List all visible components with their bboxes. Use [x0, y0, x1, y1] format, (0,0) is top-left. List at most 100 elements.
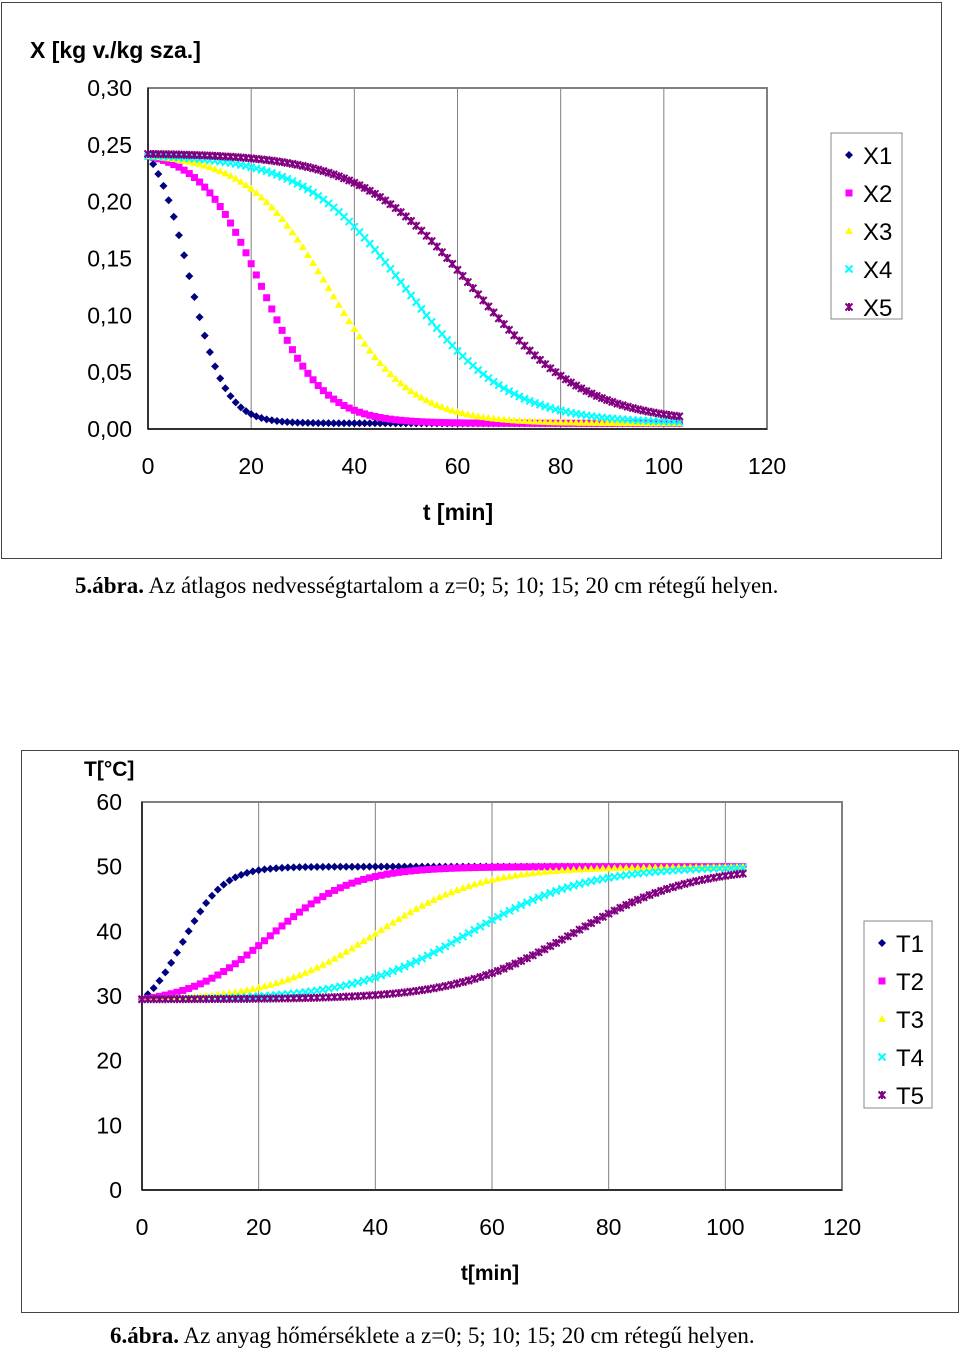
point-X5: [344, 176, 354, 185]
temperature-chart: 0 20 40 60 80 100 120 0 10 20 30 40 50 60 T[°C] t[min] T…: [84, 758, 933, 1285]
point-X2: [221, 210, 229, 218]
point-T1: [383, 862, 391, 871]
point-T5: [417, 985, 427, 995]
point-T5: [470, 974, 479, 984]
point-T5: [604, 909, 613, 918]
legend-marker-X5: [844, 302, 854, 312]
x-tick-label: 0: [136, 1214, 149, 1240]
point-T5: [738, 869, 748, 878]
point-T1: [213, 885, 222, 894]
point-X3: [618, 419, 627, 427]
point-X2: [371, 412, 379, 420]
point-X3: [458, 409, 467, 417]
point-X3: [438, 403, 447, 411]
x-tick-label: 80: [596, 1214, 622, 1240]
point-T2: [185, 984, 193, 992]
point-T2: [360, 875, 368, 883]
point-X1: [164, 196, 173, 205]
point-T3: [540, 867, 549, 875]
point-X3: [463, 410, 472, 418]
point-X4: [406, 291, 416, 300]
point-T3: [604, 864, 613, 872]
point-T5: [452, 979, 462, 988]
point-T5: [592, 915, 602, 925]
point-X3: [278, 215, 287, 223]
point-T3: [476, 878, 485, 886]
point-T2: [436, 865, 443, 873]
point-X2: [263, 294, 271, 302]
point-X4: [272, 170, 282, 180]
legend-marker-T3: [878, 1015, 886, 1022]
legend-marker-X3: [845, 227, 853, 234]
y-tick-label: 60: [96, 789, 122, 815]
caption-figure-6: 6.ábra. Az anyag hőmérséklete a z=0; 5; …: [110, 1323, 755, 1349]
point-X1: [169, 212, 178, 221]
point-T2: [511, 863, 519, 871]
point-T3: [598, 864, 607, 872]
point-X2: [366, 411, 374, 419]
point-X2: [283, 336, 291, 344]
point-T1: [283, 863, 292, 872]
point-T4: [394, 964, 403, 974]
legend-label: T5: [896, 1083, 924, 1110]
point-X2: [304, 369, 312, 377]
point-X2: [252, 271, 260, 279]
point-T1: [301, 863, 310, 872]
point-T2: [290, 913, 298, 921]
point-T2: [301, 904, 309, 912]
point-T5: [528, 951, 538, 960]
x-tick-label: 0: [142, 453, 155, 479]
point-X3: [551, 418, 560, 426]
point-T3: [377, 926, 386, 934]
point-T1: [353, 862, 362, 871]
point-T1: [260, 865, 269, 874]
point-T3: [727, 862, 736, 870]
point-X3: [515, 416, 524, 424]
point-T3: [493, 874, 502, 882]
point-T2: [523, 863, 531, 871]
point-X1: [278, 417, 287, 426]
point-T3: [365, 933, 374, 941]
point-T5: [464, 976, 473, 985]
point-X1: [262, 415, 271, 424]
point-X3: [401, 383, 410, 391]
point-X3: [412, 390, 421, 398]
point-T3: [575, 865, 584, 873]
point-X2: [428, 418, 436, 426]
point-T1: [342, 862, 351, 871]
point-X4: [525, 396, 534, 406]
point-T4: [487, 915, 497, 925]
point-X1: [283, 418, 292, 427]
point-T3: [283, 975, 292, 983]
point-T5: [662, 884, 672, 894]
point-T2: [500, 863, 508, 871]
point-T2: [406, 867, 414, 875]
y-tick-label: 40: [96, 918, 122, 944]
point-T4: [522, 898, 532, 907]
legend-label: X2: [863, 181, 892, 208]
point-X3: [340, 309, 349, 317]
point-X3: [262, 198, 271, 206]
point-X5: [556, 371, 565, 381]
point-T3: [616, 863, 625, 871]
point-X3: [324, 284, 333, 292]
point-X3: [453, 407, 462, 415]
point-T2: [453, 864, 461, 872]
point-T3: [359, 937, 368, 945]
legend-label: T2: [896, 969, 924, 996]
point-T5: [423, 985, 433, 994]
point-X3: [479, 413, 488, 421]
point-X2: [273, 316, 281, 324]
point-T3: [552, 866, 561, 874]
legend-marker-X4: [844, 264, 854, 274]
point-T3: [353, 940, 362, 948]
point-X4: [314, 191, 323, 201]
legend-marker-T1: [878, 939, 886, 947]
point-T4: [551, 886, 561, 896]
point-X3: [365, 346, 374, 354]
point-X1: [200, 331, 209, 340]
point-T5: [616, 903, 625, 912]
point-T4: [458, 932, 468, 941]
point-X4: [396, 277, 405, 287]
point-T3: [558, 866, 566, 874]
